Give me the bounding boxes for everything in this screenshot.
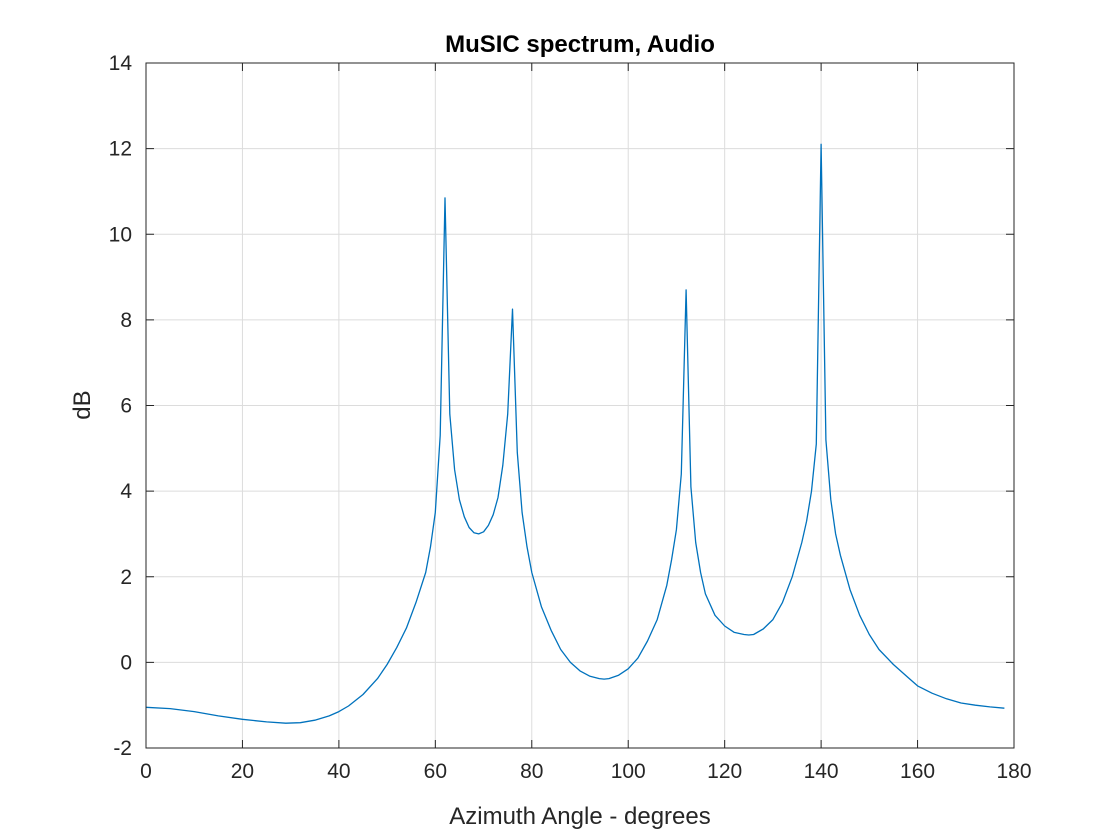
x-tick-label: 80 — [520, 760, 543, 783]
x-tick-label: 40 — [327, 760, 350, 783]
x-tick-label: 160 — [900, 760, 935, 783]
x-axis-label: Azimuth Angle - degrees — [449, 803, 710, 830]
y-tick-label: 4 — [120, 480, 132, 503]
y-tick-label: 6 — [120, 395, 132, 418]
x-tick-label: 60 — [424, 760, 447, 783]
chart-title: MuSIC spectrum, Audio — [445, 31, 715, 58]
y-tick-label: 8 — [120, 309, 132, 332]
ticks: 0 20 40 60 80 100 120 140 160 180 -2 0 2 4 6 8 10 12 14 — [109, 52, 1032, 783]
y-axis-label: dB — [69, 390, 96, 419]
x-tick-label: 180 — [996, 760, 1031, 783]
x-tick-label: 20 — [231, 760, 254, 783]
x-tick-label: 120 — [707, 760, 742, 783]
y-tick-label: -2 — [113, 737, 132, 760]
x-tick-label: 140 — [804, 760, 839, 783]
grid — [146, 63, 1014, 748]
y-tick-label: 12 — [109, 138, 132, 161]
x-tick-label: 100 — [611, 760, 646, 783]
series-layer — [145, 143, 1005, 724]
y-tick-label: 0 — [120, 651, 132, 674]
y-tick-label: 14 — [109, 52, 133, 75]
y-tick-label: 10 — [109, 223, 132, 246]
y-tick-label: 2 — [120, 566, 132, 589]
spectrum-line — [145, 143, 1005, 724]
x-tick-label: 0 — [140, 760, 152, 783]
